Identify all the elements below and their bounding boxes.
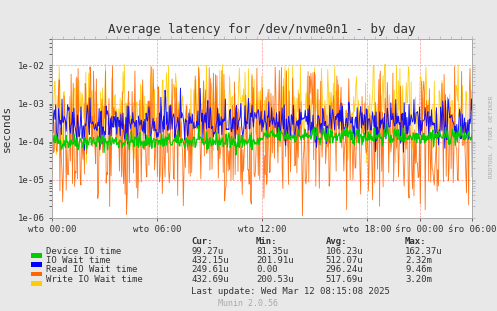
- Text: 432.15u: 432.15u: [191, 256, 229, 265]
- Text: 200.53u: 200.53u: [256, 275, 294, 284]
- Text: 9.46m: 9.46m: [405, 265, 432, 274]
- Title: Average latency for /dev/nvme0n1 - by day: Average latency for /dev/nvme0n1 - by da…: [108, 23, 416, 36]
- Text: 517.69u: 517.69u: [326, 275, 363, 284]
- Text: 201.91u: 201.91u: [256, 256, 294, 265]
- Y-axis label: seconds: seconds: [2, 105, 12, 152]
- Text: 296.24u: 296.24u: [326, 265, 363, 274]
- Text: 249.61u: 249.61u: [191, 265, 229, 274]
- Text: 81.35u: 81.35u: [256, 247, 288, 256]
- Text: Munin 2.0.56: Munin 2.0.56: [219, 299, 278, 308]
- Text: 0.00: 0.00: [256, 265, 277, 274]
- Text: Write IO Wait time: Write IO Wait time: [46, 275, 143, 284]
- Text: 3.20m: 3.20m: [405, 275, 432, 284]
- Text: 432.69u: 432.69u: [191, 275, 229, 284]
- Text: Read IO Wait time: Read IO Wait time: [46, 265, 137, 274]
- Text: IO Wait time: IO Wait time: [46, 256, 110, 265]
- Text: 2.32m: 2.32m: [405, 256, 432, 265]
- Text: Last update: Wed Mar 12 08:15:08 2025: Last update: Wed Mar 12 08:15:08 2025: [191, 287, 390, 296]
- Text: Avg:: Avg:: [326, 237, 347, 246]
- Text: Cur:: Cur:: [191, 237, 213, 246]
- Text: Device IO time: Device IO time: [46, 247, 121, 256]
- Text: RRDTOOL / TOBI OETIKER: RRDTOOL / TOBI OETIKER: [489, 95, 494, 178]
- Text: Min:: Min:: [256, 237, 277, 246]
- Text: 512.07u: 512.07u: [326, 256, 363, 265]
- Text: Max:: Max:: [405, 237, 426, 246]
- Text: 106.23u: 106.23u: [326, 247, 363, 256]
- Text: 99.27u: 99.27u: [191, 247, 224, 256]
- Text: 162.37u: 162.37u: [405, 247, 443, 256]
